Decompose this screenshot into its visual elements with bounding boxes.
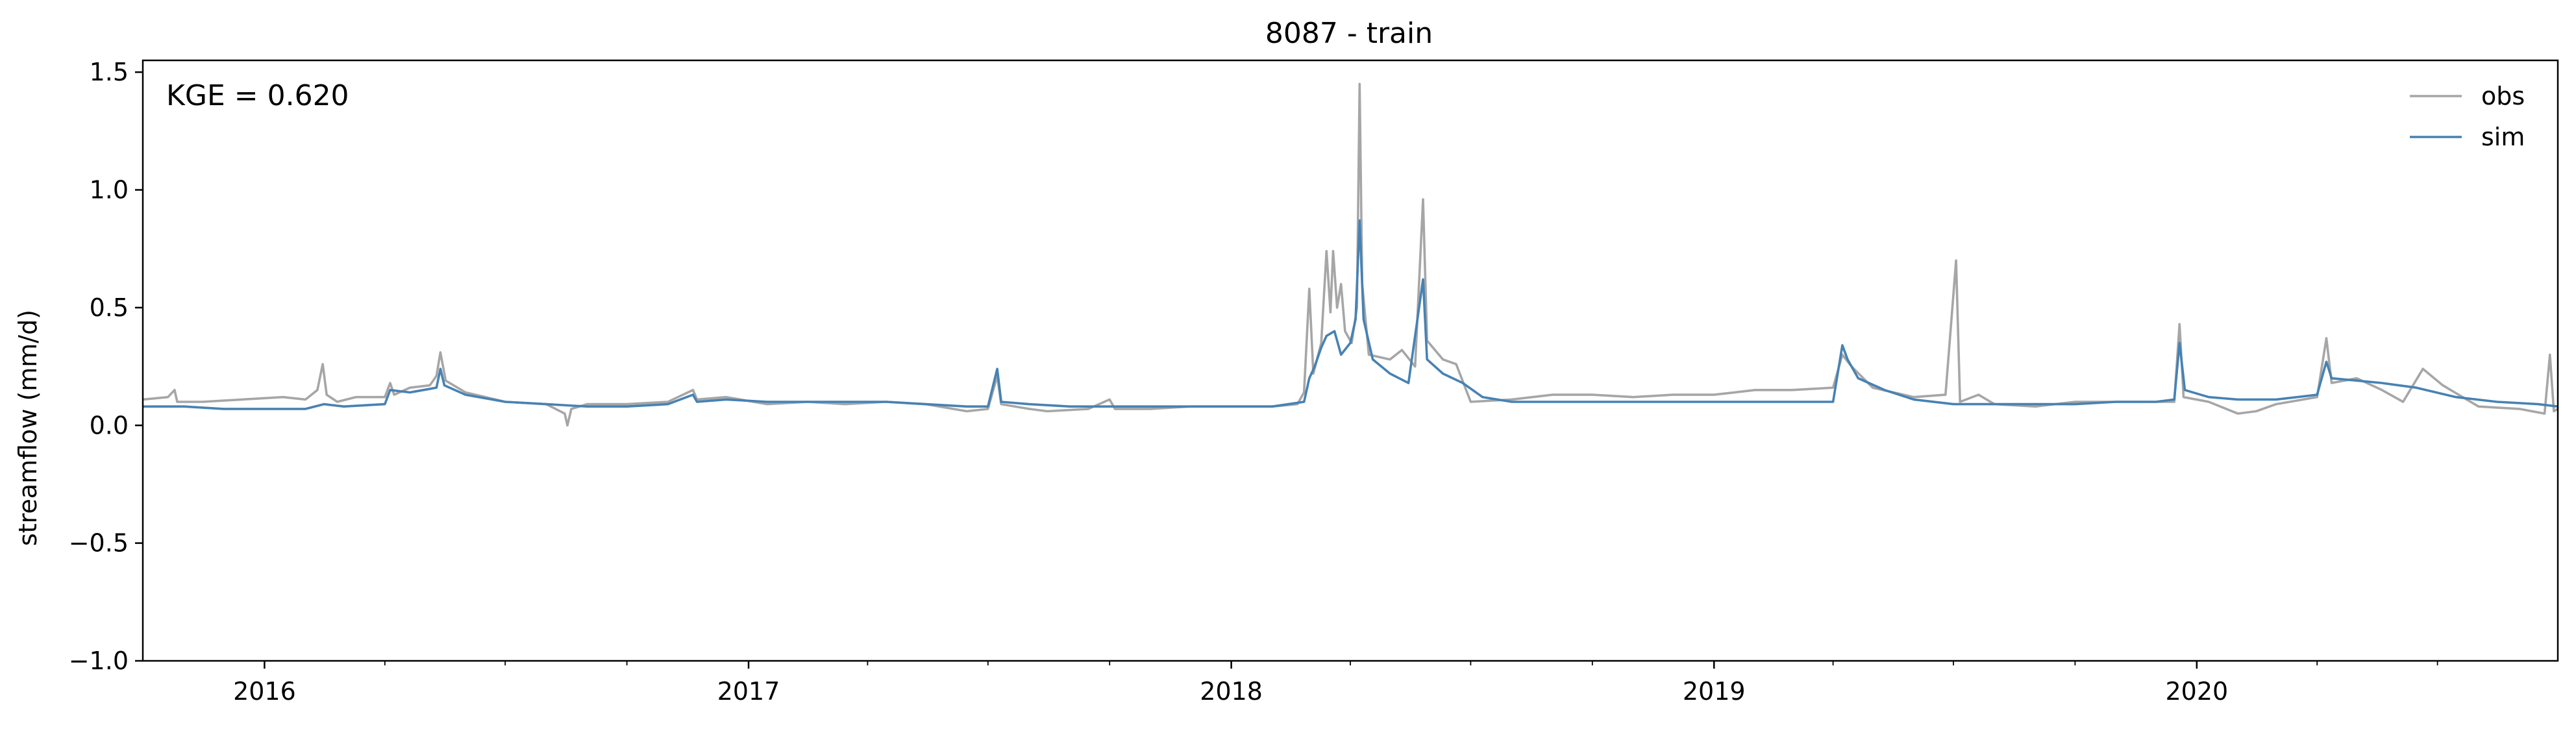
y-axis-label: streamflow (mm/d) [14,310,42,546]
legend-label-sim: sim [2481,123,2525,151]
legend: obs sim [2410,82,2525,151]
y-tick-label: 1.0 [90,176,129,204]
legend-label-obs: obs [2481,82,2525,110]
x-tick-label: 2019 [1683,677,1746,706]
series-lines [143,82,2558,427]
chart-title: 8087 - train [1265,17,1433,50]
kge-annotation: KGE = 0.620 [166,79,349,112]
x-tick-label: 2016 [233,677,296,706]
x-tick-label: 2018 [1200,677,1263,706]
series-line-sim [143,219,2558,410]
series-line-obs [143,82,2558,427]
axes-frame [142,59,2559,662]
y-tick-label: −1.0 [69,647,129,675]
y-tick-label: 0.5 [90,293,129,322]
x-tick-label: 2020 [2165,677,2228,706]
y-tick-label: 1.5 [90,58,129,86]
y-tick-label: −0.5 [69,529,129,558]
y-tick-label: 0.0 [90,411,129,439]
x-tick-label: 2017 [717,677,780,706]
plot-area: −1.0 −0.5 0.0 0.5 1.0 1.5 2016 2017 2018 2019 2020 [69,58,2559,706]
